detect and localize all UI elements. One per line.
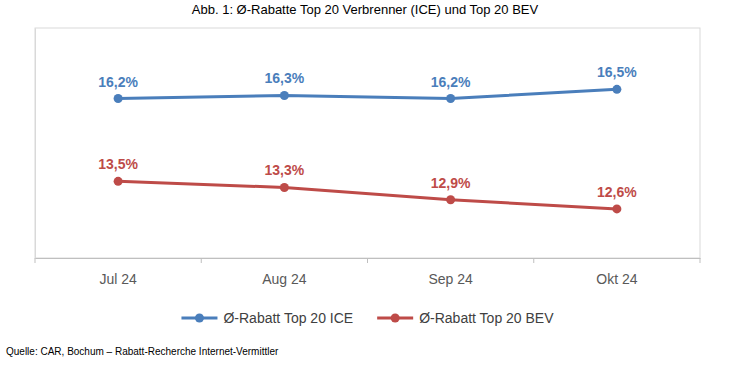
legend-item: Ø-Rabatt Top 20 ICE (181, 310, 353, 326)
series-line (118, 181, 617, 209)
series-marker (612, 204, 621, 213)
x-tick-label: Jul 24 (99, 271, 137, 287)
data-label: 16,3% (265, 70, 305, 86)
series-line (118, 89, 617, 98)
chart: Abb. 1: Ø-Rabatte Top 20 Verbrenner (ICE… (0, 0, 730, 365)
legend-item: Ø-Rabatt Top 20 BEV (377, 310, 554, 326)
series-marker (280, 183, 289, 192)
legend-label: Ø-Rabatt Top 20 ICE (223, 310, 353, 326)
x-boundary-tick (201, 258, 202, 263)
plot-frame (35, 28, 700, 258)
series-marker (114, 177, 123, 186)
series-marker (114, 94, 123, 103)
legend-swatch-marker (391, 314, 400, 323)
series-marker (280, 91, 289, 100)
series-marker (446, 94, 455, 103)
data-label: 13,5% (98, 156, 138, 172)
data-label: 16,5% (597, 64, 637, 80)
data-label: 12,9% (431, 175, 471, 191)
x-boundary-tick (700, 258, 701, 263)
y-axis (35, 29, 36, 259)
y-axis-line (35, 29, 36, 259)
x-boundary-tick (533, 258, 534, 263)
x-axis: Jul 24 Aug 24 Sep 24 Okt 24 (36, 258, 701, 287)
legend: Ø-Rabatt Top 20 ICE Ø-Rabatt Top 20 BEV (181, 310, 554, 326)
plot-marks (114, 85, 622, 214)
x-boundary-tick (35, 258, 36, 263)
x-boundary-tick (367, 258, 368, 263)
x-tick: Aug 24 (262, 258, 307, 287)
data-label: 16,2% (431, 74, 471, 90)
x-tick: Jul 24 (99, 258, 137, 287)
data-label: 16,2% (98, 74, 138, 90)
x-tick-label: Aug 24 (262, 271, 307, 287)
source-note: Quelle: CAR, Bochum – Rabatt-Recherche I… (6, 346, 279, 357)
x-boundary-ticks (35, 258, 700, 263)
chart-title: Abb. 1: Ø-Rabatte Top 20 Verbrenner (ICE… (192, 2, 539, 17)
legend-label: Ø-Rabatt Top 20 BEV (419, 310, 554, 326)
x-tick: Sep 24 (428, 258, 473, 287)
data-label: 12,6% (597, 184, 637, 200)
x-tick: Okt 24 (596, 258, 637, 287)
series-marker (612, 85, 621, 94)
legend-swatch-marker (195, 314, 204, 323)
x-tick-label: Sep 24 (428, 271, 473, 287)
data-label: 13,3% (265, 162, 305, 178)
data-labels: 16,2% 16,3% 16,2% 16,5% 13,5% 13,3% 12,9% 12,6% (98, 64, 637, 200)
x-tick-label: Okt 24 (596, 271, 637, 287)
series-marker (446, 195, 455, 204)
